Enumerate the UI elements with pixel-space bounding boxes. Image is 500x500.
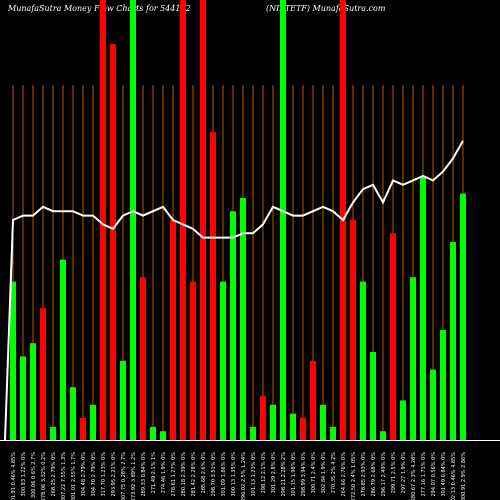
- bar: [180, 0, 186, 440]
- x-tick-label: 271.49 2.1% 1%: [151, 452, 157, 494]
- x-tick-label: 302.13 0.46% 4.85%: [451, 452, 457, 500]
- bar: [280, 0, 286, 440]
- bar: [350, 220, 356, 440]
- x-tick-label: 280.18 2.39% 0%: [181, 452, 187, 497]
- bar: [10, 281, 16, 440]
- bar: [100, 0, 106, 440]
- bar: [110, 44, 116, 440]
- x-tick-label: 296.17 2.49% 0%: [381, 452, 387, 497]
- x-tick-label: 300.83 1.22% 0%: [21, 452, 27, 497]
- x-tick-label: 278.85 2.93% 0%: [361, 452, 367, 497]
- x-tick-label: 286.79 2.68% 0%: [371, 452, 377, 497]
- x-tick-label: 301.91 0.46% 4.85%: [11, 452, 17, 500]
- bar: [160, 431, 166, 440]
- bar: [330, 426, 336, 440]
- bar: [50, 426, 56, 440]
- bar: [260, 396, 266, 440]
- x-tick-label: 300.71 2.4% 0%: [311, 452, 317, 494]
- bar: [380, 431, 386, 440]
- bar: [230, 211, 236, 440]
- x-tick-label: 299.71 2.5% 0%: [391, 452, 397, 494]
- bar: [190, 281, 196, 440]
- x-tick-label: 317.70 1.23% 0%: [101, 452, 107, 497]
- x-tick-label: 301.49 0.84% 0%: [441, 452, 447, 497]
- x-tick-label: 280.67 2.3% 4.28%: [411, 452, 417, 500]
- bar: [30, 343, 36, 440]
- x-tick-label: 304.48 2.79% 0%: [81, 452, 87, 497]
- x-tick-label: 270.35 2% 4.2%: [331, 452, 337, 494]
- bar: [370, 352, 376, 440]
- x-tick-label: 272.50 2.4% 1.05%: [351, 452, 357, 500]
- x-tick-label: 278.61 1.27% 0%: [171, 452, 177, 497]
- x-tick-label: 264.66 2.76% 0%: [341, 452, 347, 497]
- x-tick-label: 301.01 2.55% 1.7%: [71, 452, 77, 500]
- bar: [130, 0, 136, 440]
- bar: [140, 277, 146, 440]
- x-tick-label: 300.13 1.35% 0%: [231, 452, 237, 497]
- bar: [310, 360, 316, 440]
- bar: [320, 404, 326, 440]
- x-tick-label: 302.84 1.9% 0%: [321, 452, 327, 494]
- bar: [150, 426, 156, 440]
- x-tick-label: 301.15 1.98% 0%: [291, 452, 297, 497]
- bar: [240, 198, 246, 440]
- x-tick-label: 298.21 2.28% 2%: [281, 452, 287, 497]
- x-tick-label: 293.95 2.21% 0%: [111, 452, 117, 497]
- bar: [70, 387, 76, 440]
- bar: [410, 277, 416, 440]
- bar: [40, 308, 46, 440]
- bar: [440, 330, 446, 440]
- money-flow-line: [4, 140, 464, 441]
- bar: [200, 0, 206, 440]
- x-tick-label: 307.75 0.28% 2.7%: [121, 452, 127, 500]
- x-tick-label: 268.25 2.79% 0%: [51, 452, 57, 497]
- bar: [270, 404, 276, 440]
- x-tick-label: 307.22 7.55% 1.3%: [61, 452, 67, 500]
- x-tick-label: 274.46 1.9% 0%: [161, 452, 167, 494]
- x-tick-label: 294.07 0.56% 0%: [431, 452, 437, 497]
- x-tick-label: 296.02 2.5% 1.24%: [241, 452, 247, 500]
- bar: [90, 404, 96, 440]
- chart-title: MunafaSutra Money Flow Charts for 544102: [8, 4, 191, 13]
- x-tick-label: 301.09 1.86% 0%: [221, 452, 227, 497]
- bar: [20, 356, 26, 440]
- x-tick-label: 304.70 2.79% 0%: [91, 452, 97, 497]
- x-tick-label: 289.33 0.84% 0%: [141, 452, 147, 497]
- x-tick-label: 285.68 2.6% 0%: [201, 452, 207, 494]
- bar: [400, 400, 406, 440]
- x-tick-label: 301.13 1.23% 0%: [251, 452, 257, 497]
- bar: [80, 418, 86, 440]
- bar: [430, 369, 436, 440]
- bar: [210, 132, 216, 440]
- x-tick-label: 298.99 3.94% 0%: [301, 452, 307, 497]
- x-tick-label: 298.70 3.51% 0%: [211, 452, 217, 497]
- bar: [60, 259, 66, 440]
- x-tick-label: 281.42 2.28% 0%: [191, 452, 197, 497]
- x-tick-label: 273.92 3.89% 1.2%: [131, 452, 137, 500]
- bar: [360, 281, 366, 440]
- x-tick-label: 277.16 1.71% 0%: [421, 452, 427, 497]
- x-tick-label: 300.91 2.9% 2.86%: [461, 452, 467, 500]
- x-tick-label: 298.12 2.1% 0%: [261, 452, 267, 494]
- bar: [390, 233, 396, 440]
- bar: [220, 281, 226, 440]
- bar: [420, 176, 426, 440]
- chart-subtitle: (NIFTETF) MunafaSutra.com: [266, 4, 386, 13]
- bar: [290, 413, 296, 440]
- x-tick-label: 297.27 1.9% 0%: [401, 452, 407, 494]
- bar: [170, 220, 176, 440]
- x-tick-label: 278.06 3.32% 0.2%: [41, 452, 47, 500]
- bar: [250, 426, 256, 440]
- x-tick-label: 300.06 0.6% 2.7%: [31, 452, 37, 498]
- bar: [300, 418, 306, 440]
- bar: [120, 360, 126, 440]
- x-tick-label: 301.29 2.8% 0%: [271, 452, 277, 494]
- bar: [450, 242, 456, 440]
- bar: [460, 193, 466, 440]
